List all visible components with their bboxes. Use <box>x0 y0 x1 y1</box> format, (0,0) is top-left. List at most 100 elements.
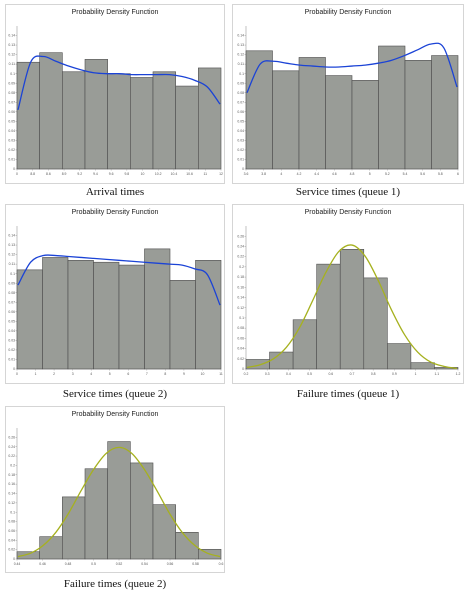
chart-panel-arrival-times: Probability Density Function 0 0.01 0.02 0.… <box>5 4 225 184</box>
chart-caption: Service times (queue 2) <box>62 388 168 400</box>
x-tick-label: 0.4 <box>286 372 291 376</box>
y-tick-label: 0.07 <box>237 100 244 104</box>
y-tick-label: 0.04 <box>8 129 15 133</box>
x-tick-label: 5 <box>109 372 111 376</box>
plot-area: 0 0.01 0.02 0.03 0.04 0.05 0.06 0.07 0.08 0.09 0.1… <box>237 26 459 176</box>
x-tick-label: 11 <box>204 172 208 176</box>
y-tick-label: 0.09 <box>237 81 244 85</box>
x-tick-label: 0.9 <box>392 372 397 376</box>
y-tick-label: 0.02 <box>237 357 244 361</box>
y-tick-label: 0.18 <box>8 473 15 477</box>
y-tick-label: 0.1 <box>10 272 15 276</box>
x-tick-label: 8.9 <box>62 172 67 176</box>
y-tick-label: 0.16 <box>8 482 15 486</box>
y-tick-label: 0.22 <box>8 454 15 458</box>
y-tick-label: 0.02 <box>237 148 244 152</box>
chart-title: Probability Density Function <box>72 9 159 16</box>
histogram-bar <box>107 441 131 560</box>
x-tick-label: 0.48 <box>65 562 72 566</box>
y-tick-label: 0.13 <box>8 43 15 47</box>
x-tick-label: 5.2 <box>385 172 390 176</box>
chart-svg: Probability Density Function 0 0.02 0.04 0.… <box>232 204 464 384</box>
x-tick-label: 1 <box>415 372 417 376</box>
x-tick-label: 9 <box>183 372 185 376</box>
plot-area: 0 0.01 0.02 0.03 0.04 0.05 0.06 0.07 0.08 0.09 0.1… <box>8 26 223 176</box>
x-tick-label: 2 <box>53 372 55 376</box>
histogram-bar <box>169 280 196 370</box>
y-tick-label: 0.26 <box>237 234 244 238</box>
y-tick-label: 0.08 <box>237 326 244 330</box>
y-tick-label: 0.05 <box>8 119 15 123</box>
y-tick-label: 0.26 <box>8 435 15 439</box>
histogram-bar <box>42 257 69 370</box>
x-tick-label: 10.4 <box>171 172 178 176</box>
histogram-bar <box>298 57 326 170</box>
y-tick-label: 0.12 <box>8 501 15 505</box>
y-tick-label: 0.2 <box>10 464 15 468</box>
y-tick-label: 0 <box>13 557 15 561</box>
chart-panel-failure-times-queue-1: Probability Density Function 0 0.02 0.04 0.… <box>232 204 464 384</box>
histogram-bar <box>316 263 341 370</box>
histogram-bar <box>62 496 86 560</box>
histogram-bar <box>175 532 199 560</box>
y-tick-label: 0.09 <box>8 81 15 85</box>
histogram-bar <box>363 277 388 370</box>
y-tick-label: 0.09 <box>8 281 15 285</box>
y-tick-label: 0.02 <box>8 348 15 352</box>
x-tick-label: 3 <box>72 372 74 376</box>
x-tick-label: 8.6 <box>46 172 51 176</box>
y-tick-label: 0.11 <box>238 62 244 66</box>
x-tick-label: 4 <box>90 372 92 376</box>
y-tick-label: 0.1 <box>239 72 244 76</box>
chart-title: Probability Density Function <box>305 209 392 216</box>
histogram-bar <box>62 71 86 170</box>
chart-title: Probability Density Function <box>72 209 159 216</box>
chart-title: Probability Density Function <box>305 9 392 16</box>
histogram-bar <box>67 260 94 370</box>
x-tick-label: 9.6 <box>109 172 114 176</box>
y-tick-label: 0.14 <box>237 34 244 38</box>
x-tick-label: 10.2 <box>155 172 162 176</box>
histogram-bar <box>152 504 176 560</box>
histogram-bar <box>431 55 459 170</box>
x-tick-label: 8.8 <box>30 172 35 176</box>
x-tick-label: 11 <box>219 372 223 376</box>
y-tick-label: 0.11 <box>9 262 15 266</box>
histogram-bar <box>118 264 145 370</box>
y-tick-label: 0 <box>13 167 15 171</box>
x-tick-label: 9.2 <box>77 172 82 176</box>
x-tick-label: 0.5 <box>307 372 312 376</box>
histogram-bar <box>84 468 108 560</box>
y-tick-label: 0 <box>13 367 15 371</box>
histogram-bar <box>325 75 353 170</box>
x-tick-label: 4.8 <box>350 172 355 176</box>
x-tick-label: 0.2 <box>244 372 249 376</box>
x-tick-label: 3.8 <box>261 172 266 176</box>
y-tick-label: 0.22 <box>237 255 244 259</box>
y-tick-label: 0.11 <box>9 62 15 66</box>
histogram-bar <box>16 61 40 170</box>
y-tick-label: 0.06 <box>8 529 15 533</box>
histogram-bar <box>175 85 199 170</box>
y-tick-label: 0.01 <box>237 158 244 162</box>
chart-svg: Probability Density Function 0 0.02 0.04 0.… <box>5 406 225 573</box>
chart-caption: Failure times (queue 1) <box>296 388 400 400</box>
y-tick-label: 0.13 <box>8 243 15 247</box>
x-tick-label: 0 <box>16 372 18 376</box>
histogram-bar <box>198 67 222 170</box>
chart-panel-service-times-queue-1: Probability Density Function 0 0.01 0.02 0.… <box>232 4 464 184</box>
x-tick-label: 5 <box>369 172 371 176</box>
histogram-bar <box>107 73 131 170</box>
x-tick-label: 5.8 <box>438 172 443 176</box>
histogram-bar <box>378 45 406 170</box>
x-tick-label: 0.5 <box>91 562 96 566</box>
y-tick-label: 0.06 <box>237 110 244 114</box>
plot-area: 0 0.01 0.02 0.03 0.04 0.05 0.06 0.07 0.08 0.09 0.1… <box>8 226 223 376</box>
chart-panel-service-times-queue-2: Probability Density Function 0 0.01 0.02 0.… <box>5 204 225 384</box>
chart-svg: Probability Density Function 0 0.01 0.02 0.… <box>232 4 464 184</box>
x-tick-label: 8 <box>164 372 166 376</box>
y-tick-label: 0.01 <box>8 158 15 162</box>
y-tick-label: 0.13 <box>237 43 244 47</box>
x-tick-label: 0.8 <box>371 372 376 376</box>
y-tick-label: 0.07 <box>8 100 15 104</box>
